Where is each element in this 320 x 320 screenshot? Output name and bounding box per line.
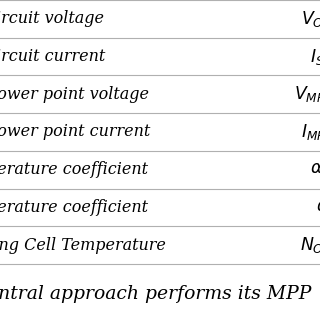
- Text: $\alpha_I$: $\alpha_I$: [316, 199, 320, 216]
- Text: $V_{OC}$: $V_{OC}$: [301, 9, 320, 29]
- Text: $I_{MPP}$: $I_{MPP}$: [300, 122, 320, 142]
- Text: ting Cell Temperature: ting Cell Temperature: [0, 237, 166, 254]
- Text: power point voltage: power point voltage: [0, 86, 149, 103]
- Text: entral approach performs its MPP: entral approach performs its MPP: [0, 285, 312, 303]
- Text: perature coefficient: perature coefficient: [0, 199, 148, 216]
- Text: $N_{OC}$: $N_{OC}$: [300, 235, 320, 255]
- Text: circuit voltage: circuit voltage: [0, 10, 104, 27]
- Text: power point current: power point current: [0, 124, 150, 140]
- Text: $V_{MPP}$: $V_{MPP}$: [294, 84, 320, 104]
- Text: circuit current: circuit current: [0, 48, 106, 65]
- Text: perature coefficient: perature coefficient: [0, 161, 148, 178]
- Text: $I_{SC}$: $I_{SC}$: [309, 47, 320, 67]
- Text: $\alpha_V$: $\alpha_V$: [310, 161, 320, 178]
